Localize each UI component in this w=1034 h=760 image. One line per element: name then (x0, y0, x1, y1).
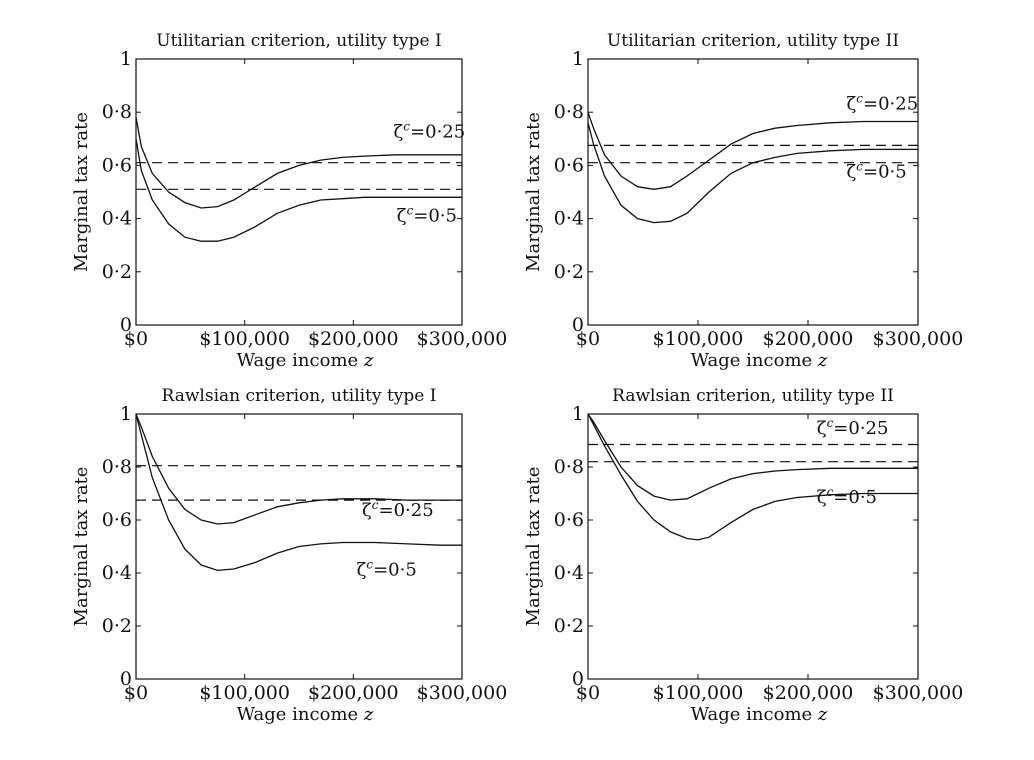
y-tick-label: 0·8 (102, 101, 132, 123)
panel-title: Utilitarian criterion, utility type II (607, 31, 899, 51)
x-tick-label: $0 (124, 682, 148, 704)
y-tick-label: 0 (572, 668, 584, 690)
x-tick-label: $300,000 (873, 682, 964, 704)
panel-title: Rawlsian criterion, utility type II (612, 386, 894, 406)
y-tick-label: 1 (572, 403, 584, 425)
y-tick-label: 0·8 (554, 101, 584, 123)
panel-rawlsian-type-1: Rawlsian criterion, utility type I $0 $100… (71, 386, 507, 725)
series-annotation: ζc=0·5 (357, 558, 417, 581)
y-axis-label: Marginal tax rate (523, 467, 544, 627)
panel-utilitarian-type-2: Utilitarian criterion, utility type II $0… (523, 31, 963, 371)
y-tick-label: 1 (572, 48, 584, 70)
series-annotation: ζc=0·5 (847, 159, 907, 182)
y-tick-label: 0·6 (102, 154, 132, 176)
y-tick-label: 0 (572, 314, 584, 336)
x-tick-label: $0 (576, 328, 600, 350)
x-tick-label: $200,000 (763, 328, 854, 350)
panel-title: Utilitarian criterion, utility type I (156, 31, 441, 51)
x-tick-label: $100,000 (653, 328, 744, 350)
x-axis-label: Wage income z (237, 704, 374, 725)
y-tick-label: 0·4 (554, 562, 584, 584)
x-tick-label: $0 (576, 682, 600, 704)
series-annotation: ζc=0·25 (847, 92, 919, 115)
plot-frame (587, 413, 919, 680)
series-line (135, 413, 462, 525)
series-line (587, 413, 918, 541)
x-tick-label: $300,000 (417, 682, 508, 704)
y-tick-label: 0·2 (102, 615, 132, 637)
panel-rawlsian-type-2: Rawlsian criterion, utility type II $0 $10… (523, 386, 963, 725)
series-annotation: ζc=0·25 (362, 498, 434, 521)
y-axis-label: Marginal tax rate (523, 112, 544, 272)
y-tick-label: 1 (120, 48, 132, 70)
y-tick-label: 0·2 (554, 615, 584, 637)
y-tick-label: 0·4 (102, 562, 132, 584)
series-line (135, 117, 462, 209)
x-tick-label: $100,000 (199, 328, 290, 350)
panel-title: Rawlsian criterion, utility type I (162, 386, 437, 406)
series-annotation: ζc=0·25 (817, 416, 889, 439)
x-axis-label: Wage income z (691, 350, 828, 371)
series-annotation: ζc=0·5 (397, 203, 457, 226)
y-tick-label: 0·2 (102, 261, 132, 283)
plot-frame (135, 58, 463, 326)
y-tick-label: 0·4 (554, 208, 584, 230)
x-tick-label: $0 (124, 328, 148, 350)
y-tick-label: 1 (120, 403, 132, 425)
y-tick-label: 0 (120, 314, 132, 336)
x-tick-label: $300,000 (417, 328, 508, 350)
x-axis-label: Wage income z (237, 350, 374, 371)
series-annotation: ζc=0·25 (394, 119, 466, 142)
y-tick-label: 0·6 (102, 509, 132, 531)
x-tick-label: $300,000 (873, 328, 964, 350)
y-axis-label: Marginal tax rate (71, 112, 92, 272)
x-tick-label: $100,000 (199, 682, 290, 704)
x-tick-label: $200,000 (308, 328, 399, 350)
y-tick-label: 0·6 (554, 154, 584, 176)
plot-frame (587, 58, 919, 326)
y-axis-label: Marginal tax rate (71, 467, 92, 627)
series-line (587, 413, 918, 501)
series-line (135, 138, 462, 242)
y-tick-label: 0·8 (554, 456, 584, 478)
series-annotation: ζc=0·5 (817, 485, 877, 508)
x-axis-label: Wage income z (691, 704, 828, 725)
x-tick-label: $100,000 (653, 682, 744, 704)
y-tick-label: 0·4 (102, 208, 132, 230)
x-tick-label: $200,000 (308, 682, 399, 704)
plot-frame (135, 413, 463, 680)
x-tick-label: $200,000 (763, 682, 854, 704)
y-tick-label: 0 (120, 668, 132, 690)
series-line (587, 122, 918, 224)
y-tick-label: 0·2 (554, 261, 584, 283)
y-tick-label: 0·8 (102, 456, 132, 478)
panel-utilitarian-type-1: Utilitarian criterion, utility type I $0 $… (71, 31, 507, 371)
series-line (587, 111, 918, 190)
y-tick-label: 0·6 (554, 509, 584, 531)
series-line (135, 413, 462, 572)
